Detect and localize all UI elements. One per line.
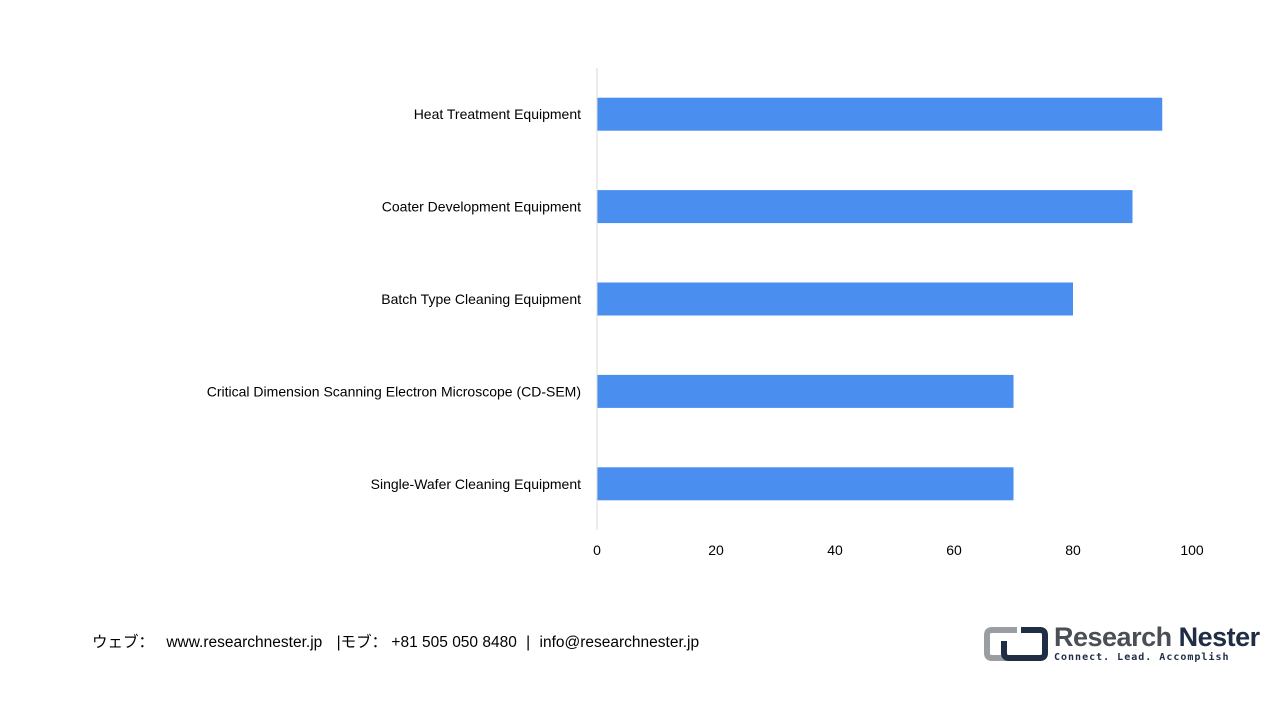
x-tick-label-0: 0 [593,542,601,558]
logo-mark-icon [984,627,1048,661]
category-label-2: Batch Type Cleaning Equipment [381,291,581,307]
bar-2 [597,282,1073,316]
phone-number[interactable]: +81 505 050 8480 [391,634,517,651]
x-tick-labels: 0 20 40 60 80 100 [593,542,1204,558]
separator: | [526,634,531,651]
logo-name-research: Research [1054,622,1172,652]
category-label-1: Coater Development Equipment [382,199,581,215]
web-label: ウェブ： [92,634,155,651]
email-address[interactable]: info@researchnester.jp [539,634,700,651]
logo-tagline: Connect. Lead. Accomplish [1054,652,1230,663]
x-tick-label-1: 20 [708,542,724,558]
logo-name-nester: Nester [1178,622,1261,652]
bar-3 [597,374,1014,408]
category-labels: Heat Treatment Equipment Coater Developme… [207,106,581,492]
bar-chart: Heat Treatment Equipment Coater Developme… [207,68,1204,558]
bars-group [597,97,1163,501]
x-tick-label-3: 60 [946,542,962,558]
x-tick-label-4: 80 [1065,542,1081,558]
research-nester-logo: Research Nester Connect. Lead. Accomplis… [984,622,1260,666]
bar-4 [597,467,1014,501]
x-tick-label-2: 40 [827,542,843,558]
x-tick-label-5: 100 [1180,542,1204,558]
bar-0 [597,97,1163,131]
footer-contact: ウェブ： www.researchnester.jp |モブ： +81 505 … [92,630,699,652]
category-label-0: Heat Treatment Equipment [414,106,581,122]
phone-label: |モブ： [336,634,388,651]
logo-title: Research Nester [1054,622,1260,653]
web-url[interactable]: www.researchnester.jp [166,634,323,651]
category-label-4: Single-Wafer Cleaning Equipment [371,476,581,492]
category-label-3: Critical Dimension Scanning Electron Mic… [207,383,581,399]
bar-1 [597,190,1133,224]
